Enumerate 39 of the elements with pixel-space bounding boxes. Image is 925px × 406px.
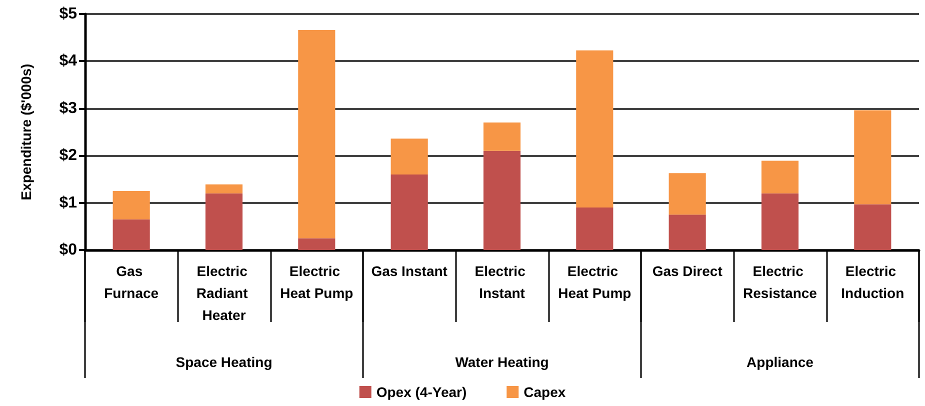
x-tick-label: Gas Direct bbox=[652, 263, 723, 279]
bar bbox=[761, 193, 799, 250]
bar bbox=[576, 50, 614, 208]
bar bbox=[112, 219, 150, 250]
bar bbox=[668, 173, 706, 215]
y-tick-label: $4 bbox=[59, 52, 78, 70]
bar bbox=[112, 191, 150, 220]
bar bbox=[298, 30, 336, 238]
y-tick-label: $2 bbox=[59, 147, 78, 164]
bar bbox=[390, 174, 428, 250]
text: Water Heating bbox=[455, 354, 549, 370]
x-tick-label: Gas Furnace bbox=[104, 263, 159, 301]
x-tick-label: Electric Radiant Heater bbox=[196, 263, 252, 323]
bar bbox=[205, 193, 243, 250]
y-axis-title: Expenditure ($'000s) bbox=[18, 64, 34, 200]
y-tick-label: $0 bbox=[59, 242, 78, 258]
x-tick-label: Electric Heat Pump bbox=[558, 263, 632, 301]
x-tick-label: Electric Instant bbox=[474, 263, 530, 301]
y-tick-label: $3 bbox=[59, 100, 78, 117]
bar bbox=[854, 204, 892, 250]
bar bbox=[298, 238, 336, 250]
bar bbox=[668, 214, 706, 250]
text: Appliance bbox=[746, 354, 814, 370]
x-tick-label: Gas Instant bbox=[371, 263, 448, 279]
y-tick-label: $1 bbox=[59, 194, 78, 212]
bar bbox=[390, 138, 428, 174]
bar bbox=[205, 184, 243, 194]
x-tick-label: Electric Resistance bbox=[743, 263, 818, 301]
bar bbox=[483, 122, 521, 151]
bar bbox=[576, 208, 614, 250]
x-tick-label: Electric Heat Pump bbox=[280, 263, 354, 301]
bar bbox=[483, 150, 521, 250]
x-tick-label: Electric Induction bbox=[841, 263, 904, 301]
text: Space Heating bbox=[176, 354, 272, 370]
bar bbox=[761, 160, 799, 194]
legend-label: Capex bbox=[524, 384, 566, 400]
y-tick-label: $5 bbox=[59, 6, 78, 22]
bar bbox=[854, 110, 892, 204]
legend-label: Opex (4-Year) bbox=[376, 384, 467, 400]
